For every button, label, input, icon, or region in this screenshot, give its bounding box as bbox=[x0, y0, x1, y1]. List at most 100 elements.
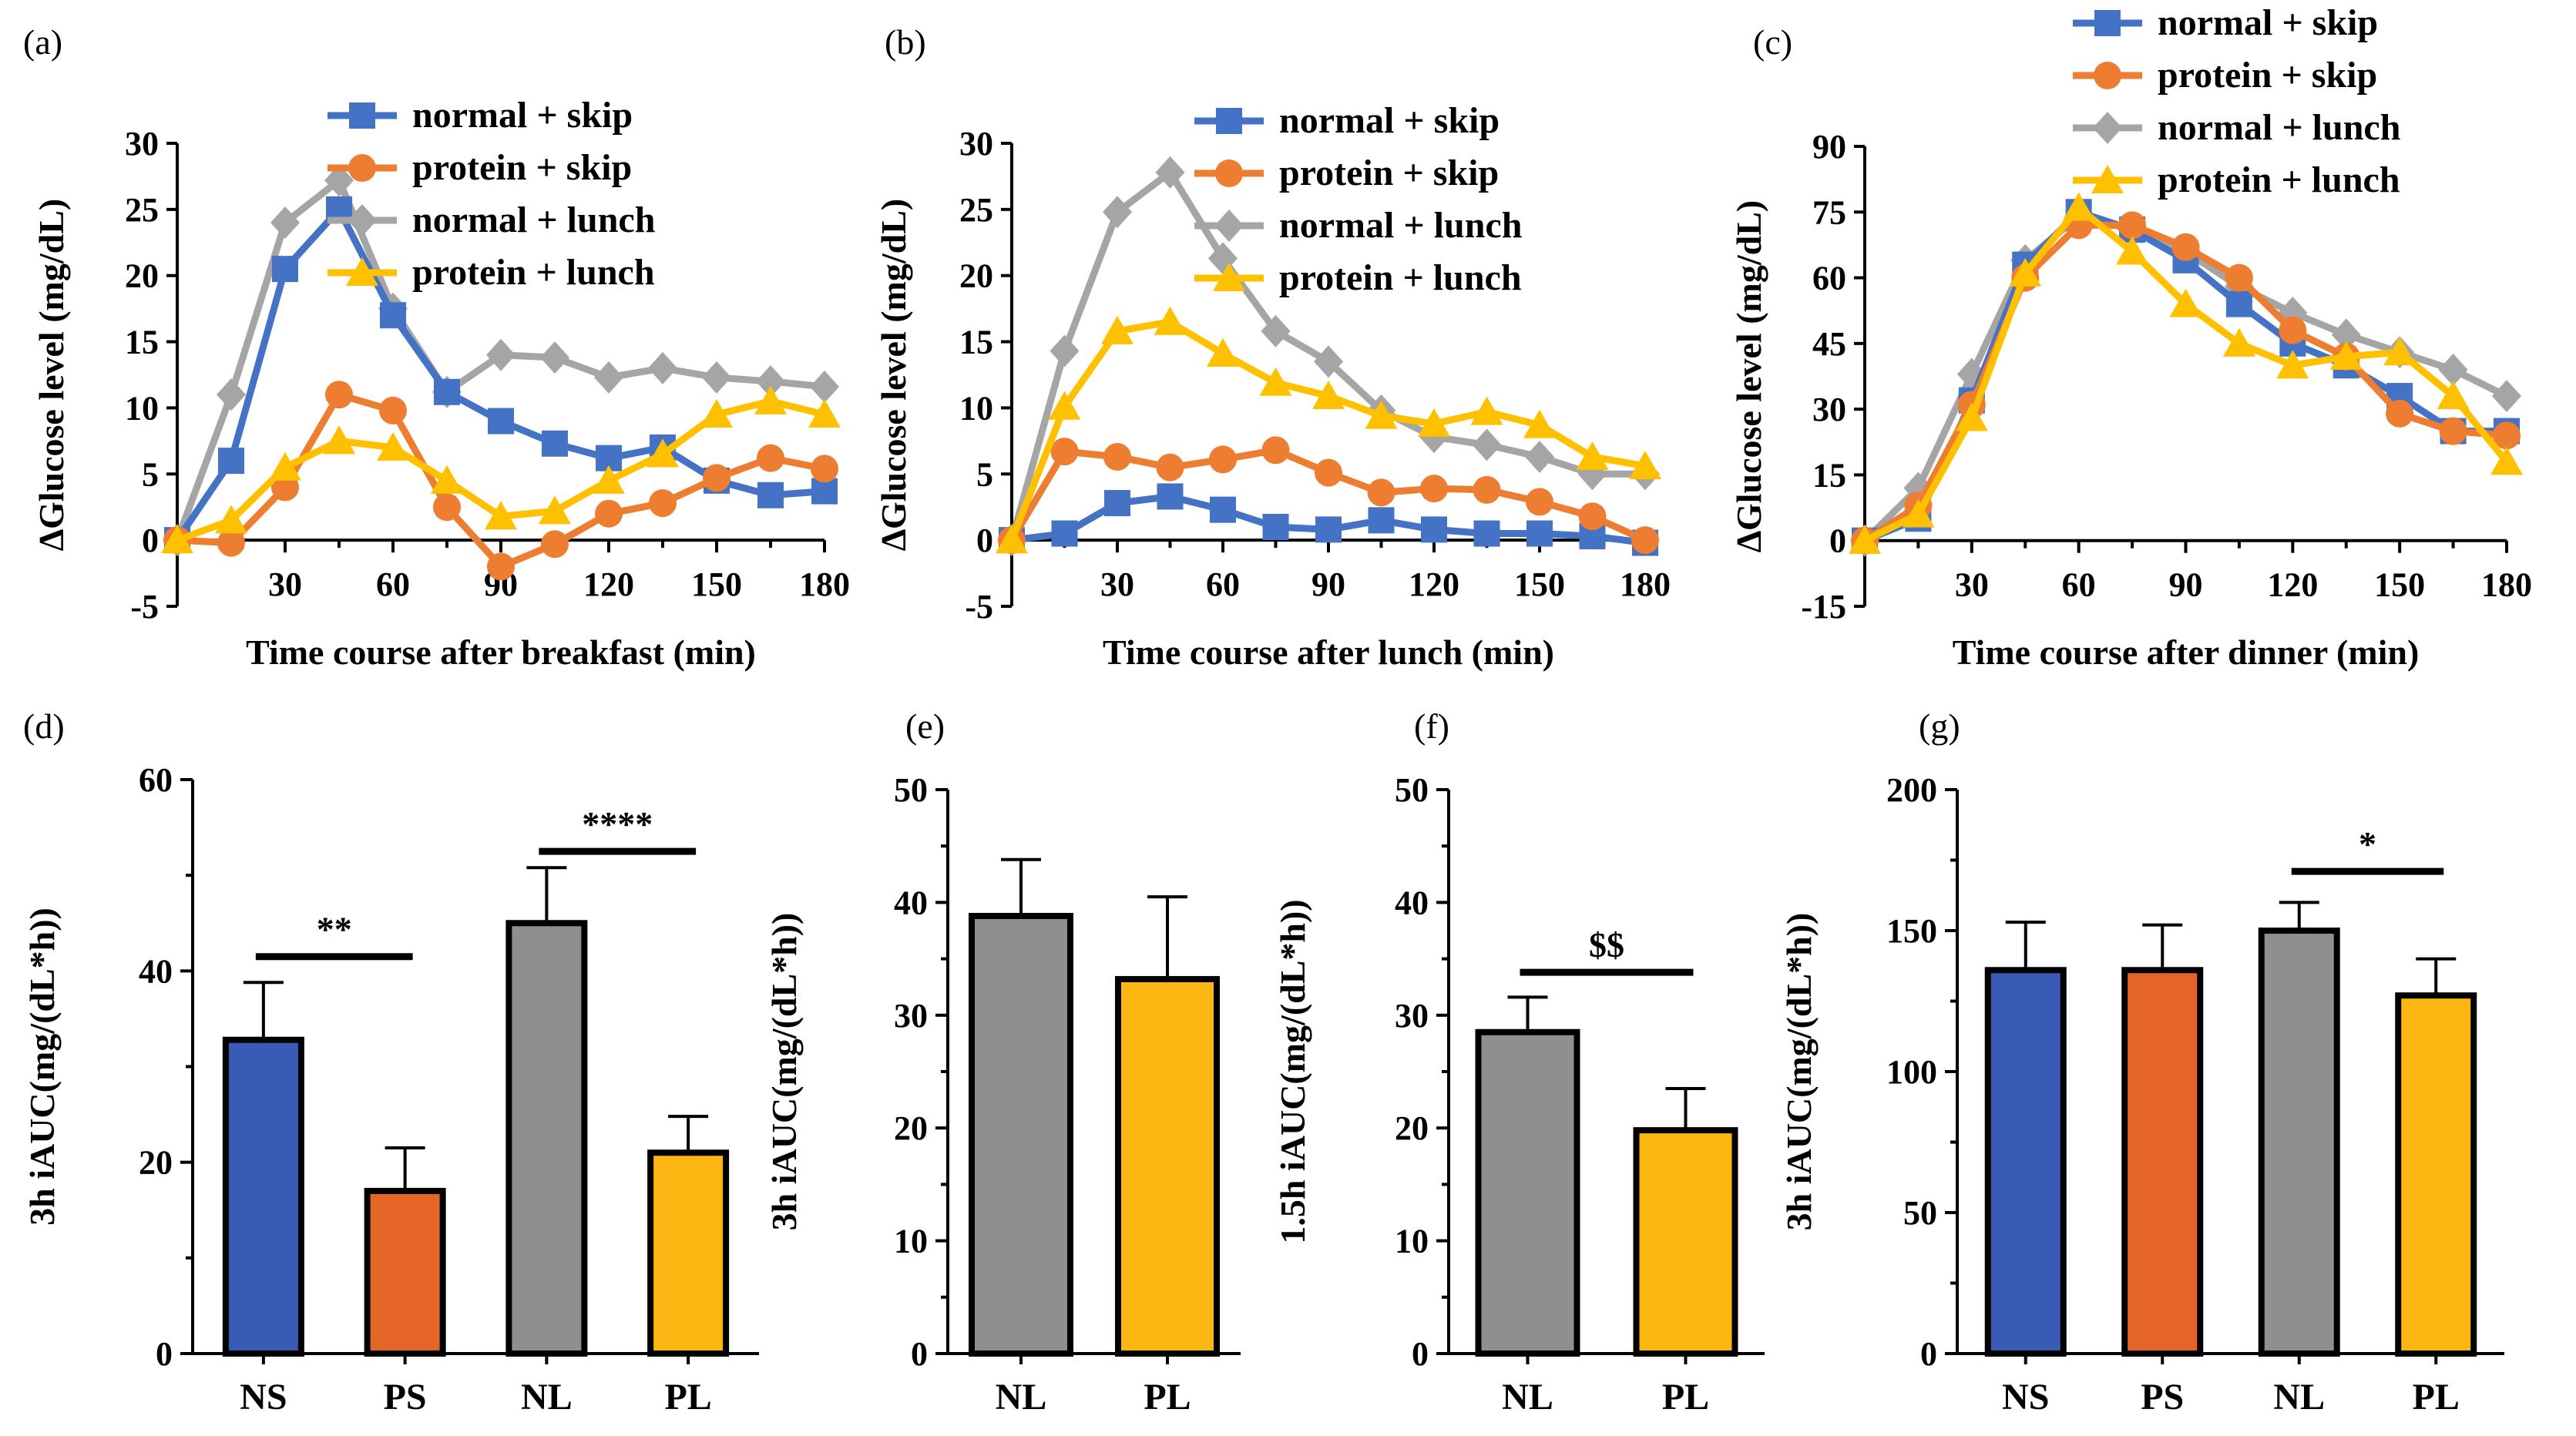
data-point bbox=[1154, 306, 1187, 335]
data-point bbox=[1315, 516, 1342, 543]
data-point bbox=[647, 438, 679, 468]
data-point bbox=[2493, 421, 2521, 450]
legend-label: normal + skip bbox=[412, 95, 633, 136]
legend-marker bbox=[348, 204, 377, 237]
data-point bbox=[648, 351, 677, 384]
data-point bbox=[808, 399, 841, 428]
panel-label-c: (c) bbox=[1753, 22, 1792, 62]
x-tick-label: 120 bbox=[2267, 566, 2318, 604]
legend-label: protein + skip bbox=[2158, 55, 2377, 96]
data-point bbox=[2062, 192, 2095, 221]
data-point bbox=[754, 385, 787, 414]
data-point bbox=[380, 302, 406, 329]
line-chart-c: -15 0 15 30 45 60 75 90 30 60 90 120 150 180 Time cour… bbox=[1729, 2, 2532, 672]
data-point bbox=[1421, 516, 1447, 543]
data-point bbox=[2171, 233, 2200, 261]
bar bbox=[2121, 967, 2204, 1357]
y-tick-label: 30 bbox=[1395, 997, 1429, 1035]
data-point bbox=[215, 505, 247, 534]
x-tick-label: 150 bbox=[691, 565, 742, 603]
significance-label: $$ bbox=[1589, 925, 1624, 965]
data-point bbox=[1051, 520, 1078, 547]
data-point bbox=[1314, 345, 1343, 378]
panel-label-g: (g) bbox=[1919, 706, 1960, 746]
y-tick-label: 0 bbox=[976, 522, 993, 559]
x-tick-label: 150 bbox=[2374, 566, 2425, 604]
data-point bbox=[377, 431, 409, 461]
data-point bbox=[434, 378, 460, 405]
data-point bbox=[2118, 211, 2147, 240]
y-tick-label: 20 bbox=[959, 257, 993, 295]
data-point bbox=[2329, 341, 2363, 370]
y-tick-label: 30 bbox=[894, 997, 928, 1035]
bar bbox=[647, 1149, 730, 1357]
legend-label: normal + skip bbox=[1279, 100, 1500, 141]
data-point bbox=[541, 530, 569, 559]
y-tick-label: 50 bbox=[894, 771, 928, 809]
data-point bbox=[757, 444, 784, 472]
data-point bbox=[649, 489, 677, 518]
y-tick-label: 60 bbox=[1812, 260, 1846, 297]
x-tick-label: 180 bbox=[2481, 566, 2532, 604]
data-point bbox=[2279, 316, 2307, 344]
data-point bbox=[1526, 520, 1553, 547]
y-axis-title: ∆Glucose level (mg/dL) bbox=[32, 199, 71, 551]
y-tick-label: 0 bbox=[156, 1335, 173, 1373]
category-label: NS bbox=[2002, 1377, 2049, 1418]
data-point bbox=[756, 365, 785, 398]
x-tick-label: 90 bbox=[2169, 566, 2203, 604]
data-point bbox=[1104, 490, 1130, 517]
x-tick-label: 180 bbox=[1620, 565, 1671, 603]
data-point bbox=[1365, 400, 1398, 429]
significance-label: ** bbox=[317, 910, 352, 949]
data-point bbox=[1473, 520, 1500, 547]
data-point bbox=[486, 338, 516, 371]
data-point bbox=[2225, 263, 2253, 292]
y-axis-title: 3h iAUC(mg/(dL*h)) bbox=[22, 908, 62, 1226]
y-axis-title: ∆Glucose level (mg/dL) bbox=[874, 199, 913, 551]
data-point bbox=[1259, 367, 1292, 396]
x-tick-label: 150 bbox=[1514, 565, 1565, 603]
data-point bbox=[757, 481, 784, 508]
data-point bbox=[2169, 288, 2202, 317]
category-label: PL bbox=[1144, 1377, 1191, 1418]
data-point bbox=[2276, 350, 2309, 379]
x-tick-label: 90 bbox=[1312, 565, 1345, 603]
category-label: NL bbox=[2273, 1377, 2325, 1418]
y-tick-label: 30 bbox=[959, 125, 993, 163]
data-point bbox=[433, 493, 461, 522]
legend-marker bbox=[1214, 210, 1244, 242]
y-tick-label: -5 bbox=[965, 588, 993, 626]
y-tick-label: 40 bbox=[1395, 884, 1429, 921]
data-point bbox=[1525, 440, 1554, 473]
y-tick-label: 10 bbox=[894, 1223, 928, 1260]
category-label: PS bbox=[2141, 1377, 2184, 1418]
y-tick-label: 5 bbox=[976, 455, 993, 493]
data-point bbox=[1048, 391, 1081, 420]
data-point bbox=[488, 408, 514, 434]
panel-label-d: (d) bbox=[23, 706, 65, 746]
bar-chart-e: 0 10 20 30 40 50 3h iAUC(mg/(dL*h)) NL PL bbox=[764, 771, 1241, 1418]
x-tick-label: 120 bbox=[583, 565, 634, 603]
bar bbox=[1984, 967, 2067, 1357]
legend-marker bbox=[349, 102, 375, 129]
y-tick-label: 100 bbox=[1886, 1053, 1937, 1091]
legend-label: protein + skip bbox=[412, 147, 632, 188]
category-label: NL bbox=[521, 1377, 573, 1418]
y-tick-label: 200 bbox=[1886, 771, 1937, 809]
x-tick-label: 120 bbox=[1409, 565, 1459, 603]
category-label: NS bbox=[240, 1377, 287, 1418]
data-point bbox=[269, 451, 301, 481]
data-point bbox=[593, 465, 625, 494]
data-point bbox=[431, 465, 463, 494]
data-point bbox=[702, 361, 731, 394]
data-point bbox=[1849, 525, 1881, 554]
y-axis-title: 3h iAUC(mg/(dL*h)) bbox=[764, 913, 804, 1231]
legend-label: normal + skip bbox=[2158, 2, 2378, 43]
legend-label: protein + lunch bbox=[412, 252, 655, 293]
data-point bbox=[1368, 507, 1395, 534]
legend-marker bbox=[2094, 10, 2121, 36]
x-tick-label: 30 bbox=[1955, 566, 1989, 604]
